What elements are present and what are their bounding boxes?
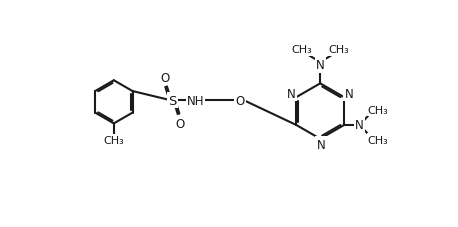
Text: CH₃: CH₃ (291, 45, 312, 55)
Text: CH₃: CH₃ (104, 136, 124, 146)
Text: N: N (344, 87, 353, 100)
Text: N: N (355, 119, 364, 132)
Text: CH₃: CH₃ (368, 106, 388, 116)
Text: S: S (168, 94, 176, 107)
Text: O: O (235, 94, 245, 107)
Text: N: N (316, 59, 325, 72)
Text: NH: NH (187, 94, 204, 107)
Text: CH₃: CH₃ (368, 135, 388, 145)
Text: N: N (287, 87, 296, 100)
Text: O: O (160, 71, 169, 84)
Text: CH₃: CH₃ (328, 45, 349, 55)
Text: N: N (316, 138, 325, 151)
Text: O: O (175, 117, 185, 130)
